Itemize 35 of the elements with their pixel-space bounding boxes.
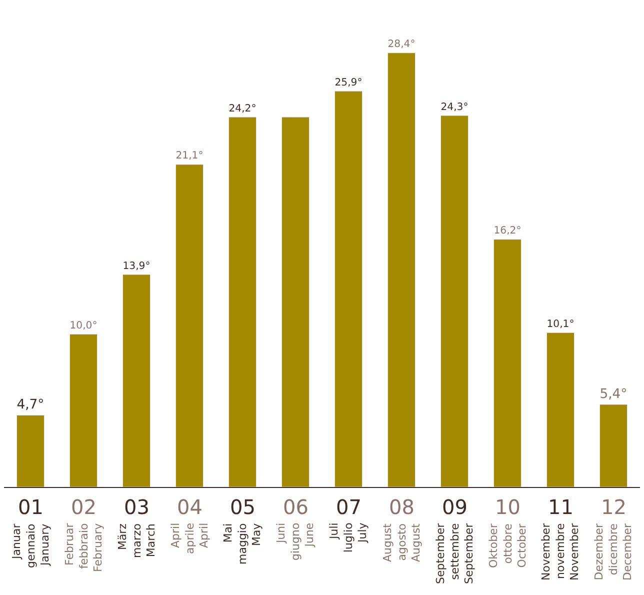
x-tick-label: 03 März marzo March — [116, 495, 158, 558]
x-tick-label: 05 Mai maggio May — [222, 495, 264, 564]
bar — [599, 404, 628, 487]
x-tick-label: 10 Oktober ottobre October — [487, 495, 529, 568]
x-tick-label: 12 Dezember dicembre December — [592, 495, 634, 580]
data-label: 16,2° — [494, 226, 522, 237]
x-tick-label: 04 April aprile April — [169, 495, 211, 554]
data-label: 10,1° — [546, 318, 574, 330]
bar — [546, 332, 575, 487]
data-label: 24,3° — [440, 102, 468, 113]
data-label: 5,4° — [600, 386, 628, 402]
data-label: 10,0° — [70, 320, 98, 332]
bar — [281, 116, 310, 487]
x-tick-label: 08 August agosto August — [381, 495, 423, 562]
bar — [175, 164, 204, 487]
x-tick-label: 07 Juli luglio July — [328, 495, 370, 552]
data-label: 25,9° — [334, 77, 362, 88]
data-label: 24,2° — [228, 103, 256, 114]
data-label: 28,4° — [388, 39, 416, 50]
bar — [69, 334, 98, 487]
x-tick-label: 06 Juni giugno June — [274, 495, 316, 560]
bar — [122, 274, 151, 487]
x-tick-label: 09 September settembre September — [434, 495, 476, 584]
data-label: 13,9° — [122, 260, 150, 272]
data-label: 4,7° — [16, 398, 44, 413]
x-tick-label: 11 November novembre November — [540, 495, 582, 580]
x-tick-label: 01 Januar gennaio January — [10, 495, 52, 568]
bar — [228, 116, 257, 487]
bar — [440, 115, 469, 487]
bar — [16, 414, 45, 487]
bar — [334, 90, 363, 487]
x-tick-label: 02 Februar febbraio February — [63, 495, 105, 572]
bar — [387, 52, 416, 487]
bar — [493, 239, 522, 487]
data-label: 21,1° — [176, 150, 204, 162]
